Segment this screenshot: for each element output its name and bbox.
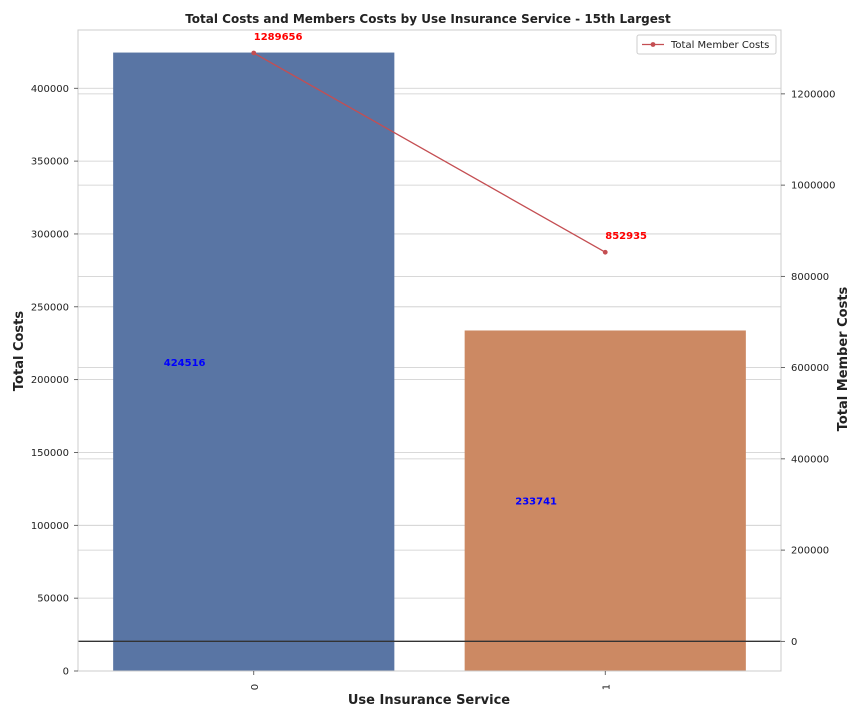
right-tick-label: 600000	[791, 363, 829, 374]
plot-frame	[77, 29, 782, 672]
chart-title: Total Costs and Members Costs by Use Ins…	[185, 12, 671, 26]
left-tick-label: 300000	[31, 229, 69, 240]
right-tick-label: 1200000	[791, 89, 836, 100]
x-tick-label: 1	[601, 684, 612, 690]
x-axis-title: Use Insurance Service	[348, 693, 510, 708]
bar-value-label: 233741	[515, 497, 557, 508]
right-tick-label: 0	[791, 637, 797, 648]
left-tick-label: 400000	[31, 84, 69, 95]
y-axis-title: Total Costs	[12, 311, 27, 391]
member-costs-point-0	[251, 50, 257, 56]
bar-labels-group: 424516 233741	[164, 358, 557, 508]
line-value-label: 1289656	[254, 32, 303, 43]
right-tick-label: 200000	[791, 546, 829, 557]
left-tick-label: 0	[63, 667, 69, 678]
left-tick-label: 250000	[31, 302, 69, 313]
line-series-group	[251, 50, 608, 255]
member-costs-point-1	[602, 249, 608, 255]
y2-axis-title: Total Member Costs	[836, 286, 851, 431]
bar-0	[113, 52, 395, 671]
left-axis-ticks: 0 50000 100000 150000 200000 250000 300000 3500…	[31, 84, 78, 678]
legend-marker	[650, 42, 656, 47]
right-tick-label: 1000000	[791, 181, 836, 192]
right-axis-ticks: 0 200000 400000 600000 800000 1000000 1200000	[781, 89, 836, 648]
left-tick-label: 150000	[31, 448, 69, 459]
legend-box	[636, 34, 777, 55]
right-tick-label: 800000	[791, 272, 829, 283]
bar-1	[464, 330, 746, 671]
line-labels-group: 1289656 852935	[254, 32, 647, 242]
bar-value-label: 424516	[164, 358, 206, 369]
bars-group	[113, 52, 746, 671]
left-tick-label: 200000	[31, 375, 69, 386]
legend-label: Total Member Costs	[670, 40, 769, 51]
member-costs-line	[253, 52, 606, 253]
right-tick-label: 400000	[791, 454, 829, 465]
left-tick-label: 100000	[31, 521, 69, 532]
line-value-label: 852935	[605, 231, 647, 242]
left-tick-label: 50000	[37, 594, 69, 605]
x-tick-label: 0	[250, 684, 261, 690]
left-tick-label: 350000	[31, 157, 69, 168]
legend: Total Member Costs	[636, 34, 777, 55]
